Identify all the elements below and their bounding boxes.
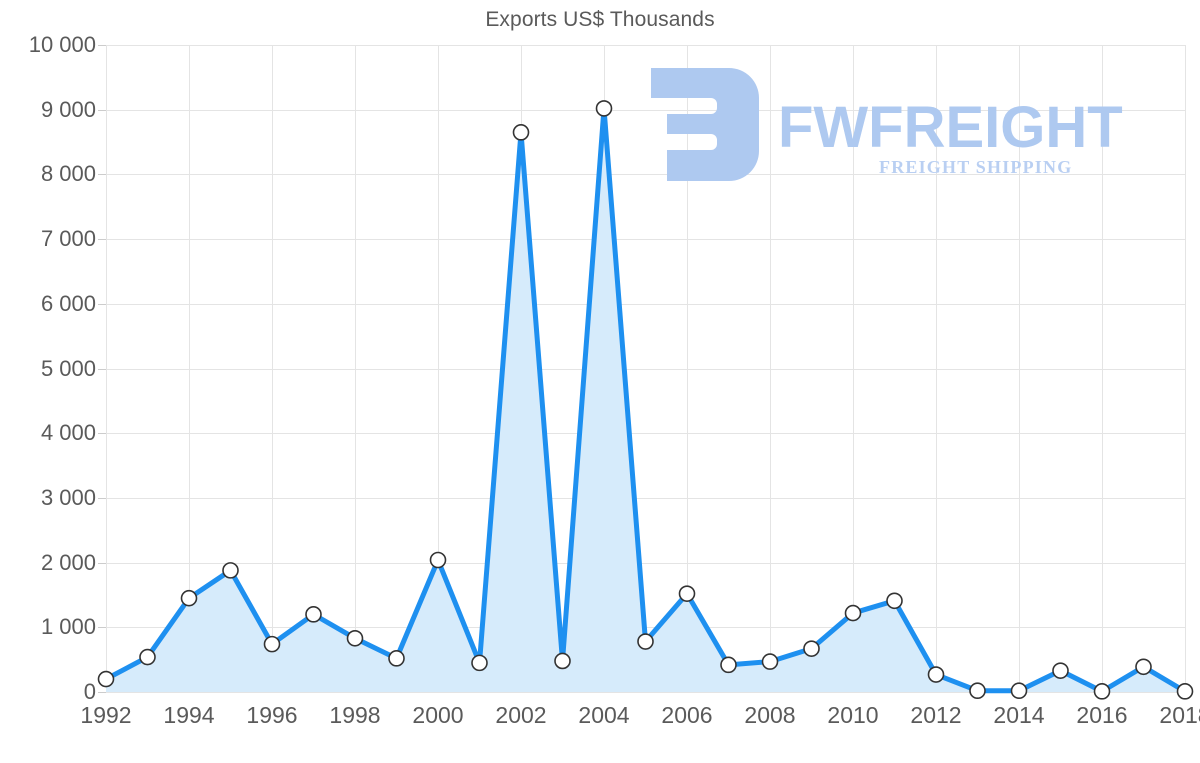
y-axis-tick-label: 5 000 — [40, 355, 96, 381]
data-point-marker[interactable] — [1010, 682, 1028, 700]
data-point-marker[interactable] — [927, 666, 945, 683]
data-point-marker[interactable] — [1093, 683, 1111, 700]
y-axis-tick-mark — [98, 174, 106, 176]
series-area-line — [97, 100, 1194, 700]
gridline-horizontal — [106, 45, 1185, 46]
x-axis-tick-label: 2010 — [827, 702, 879, 728]
data-point-marker[interactable] — [1052, 662, 1069, 679]
data-point-marker[interactable] — [678, 585, 696, 602]
data-point-marker[interactable] — [1176, 683, 1194, 700]
x-axis-tick-label: 1998 — [329, 702, 381, 728]
data-point-marker[interactable] — [803, 640, 820, 657]
y-axis-tick-mark — [98, 303, 106, 305]
x-axis-tick-label: 2008 — [744, 702, 796, 728]
y-axis-tick-label: 7 000 — [40, 226, 96, 252]
y-axis-tick-label: 1 000 — [40, 614, 96, 640]
y-axis-tick-label: 2 000 — [40, 549, 96, 575]
data-point-marker[interactable] — [720, 656, 737, 674]
gridline-horizontal — [106, 368, 1185, 370]
gridline-horizontal — [106, 562, 1185, 564]
y-axis-tick-mark — [98, 497, 106, 499]
y-axis-tick-label: 0 — [83, 679, 96, 704]
gridline-horizontal — [106, 174, 1185, 176]
gridline-vertical — [1102, 45, 1103, 692]
gridline-vertical — [1019, 45, 1020, 692]
gridline-vertical — [687, 45, 688, 692]
x-axis-tick-label: 2006 — [661, 702, 713, 728]
series-area-fill — [106, 108, 1185, 692]
series-line — [103, 105, 1188, 694]
y-axis-tick-mark — [98, 433, 106, 435]
gridline-vertical — [438, 45, 439, 692]
data-point-marker[interactable] — [388, 650, 405, 667]
data-point-marker[interactable] — [969, 682, 986, 700]
data-point-marker[interactable] — [346, 629, 364, 647]
data-point-marker[interactable] — [97, 670, 115, 688]
gridline-vertical — [770, 45, 771, 692]
y-axis-tick-mark — [98, 368, 106, 370]
data-point-marker[interactable] — [305, 606, 322, 623]
gridline-horizontal — [106, 497, 1185, 499]
y-axis-tick-mark — [98, 239, 106, 241]
x-axis-tick-label: 2002 — [495, 702, 547, 728]
gridline-vertical — [936, 45, 937, 692]
gridline-vertical — [272, 45, 273, 692]
y-axis-tick-label: 10 000 — [28, 32, 96, 57]
y-axis-tick-mark — [98, 109, 106, 111]
gridline-horizontal — [106, 692, 1185, 693]
x-axis-tick-label: 1992 — [80, 702, 132, 728]
gridline-vertical — [1185, 45, 1186, 692]
x-axis-tick-label: 2004 — [578, 702, 630, 728]
chart-title: Exports US$ Thousands — [485, 8, 715, 31]
y-axis-tick-mark — [98, 45, 106, 46]
gridline-horizontal — [106, 239, 1185, 241]
data-point-marker[interactable] — [512, 124, 530, 141]
x-axis-tick-label: 2016 — [1076, 702, 1128, 728]
data-point-marker[interactable] — [554, 652, 571, 670]
gridline-vertical — [355, 45, 356, 692]
gridline-vertical — [189, 45, 190, 692]
data-point-marker[interactable] — [1135, 658, 1152, 676]
data-point-marker[interactable] — [844, 604, 862, 622]
x-axis-tick-label: 2000 — [412, 702, 464, 728]
data-point-marker[interactable] — [222, 562, 239, 579]
data-point-marker[interactable] — [761, 653, 779, 670]
gridline-horizontal — [106, 433, 1185, 435]
data-point-marker[interactable] — [263, 635, 281, 653]
data-point-marker[interactable] — [180, 589, 198, 607]
y-axis-tick-mark — [98, 562, 106, 564]
data-point-marker[interactable] — [471, 654, 488, 672]
data-point-marker[interactable] — [886, 592, 903, 610]
data-point-marker[interactable] — [139, 648, 156, 666]
data-point-marker[interactable] — [429, 551, 447, 569]
x-axis-tick-label: 1996 — [246, 702, 298, 728]
plot-area — [97, 45, 1194, 700]
gridline-horizontal — [106, 109, 1185, 111]
data-point-marker[interactable] — [595, 100, 613, 117]
x-axis-tick-label: 1994 — [163, 702, 215, 728]
x-axis-tick-label: 2014 — [993, 702, 1045, 728]
y-axis-tick-mark — [98, 692, 106, 693]
gridline-vertical — [853, 45, 854, 692]
gridline-horizontal — [106, 303, 1185, 305]
y-axis-tick-label: 8 000 — [40, 161, 96, 187]
y-axis-tick-label: 6 000 — [40, 290, 96, 316]
y-axis-tick-label: 3 000 — [40, 484, 96, 510]
x-axis-tick-label: 2018 — [1159, 702, 1200, 728]
y-axis-tick-label: 9 000 — [40, 96, 96, 122]
data-point-marker[interactable] — [637, 633, 654, 650]
y-axis-tick-label: 4 000 — [40, 420, 96, 446]
y-axis-tick-mark — [98, 627, 106, 629]
gridline-vertical — [106, 45, 107, 692]
x-axis-tick-label: 2012 — [910, 702, 962, 728]
